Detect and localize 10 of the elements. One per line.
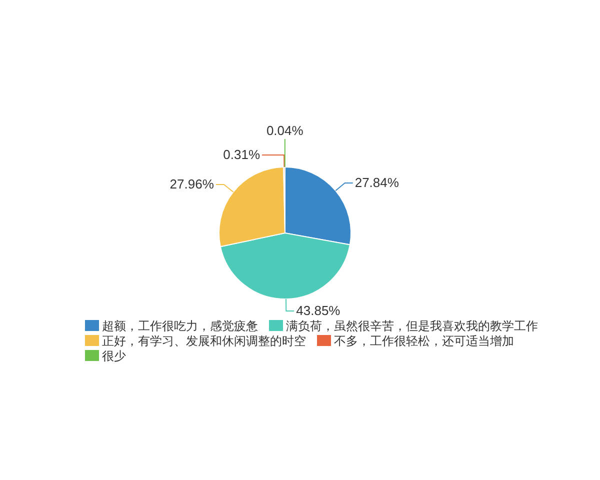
legend-label: 超额，工作很吃力，感觉疲惫 xyxy=(102,319,258,333)
data-label: 43.85% xyxy=(296,302,341,318)
legend-label: 不多，工作很轻松，还可适当增加 xyxy=(334,334,514,348)
legend-label: 正好，有学习、发展和休闲调整的时空 xyxy=(102,334,306,348)
legend-label: 满负荷，虽然很辛苦，但是我喜欢我的教学工作 xyxy=(286,319,538,333)
legend-label: 很少 xyxy=(102,349,126,363)
data-label: 27.96% xyxy=(170,176,214,192)
data-label: 27.84% xyxy=(354,174,400,190)
data-label: 0.04% xyxy=(266,123,304,138)
data-label: 0.31% xyxy=(223,147,260,162)
